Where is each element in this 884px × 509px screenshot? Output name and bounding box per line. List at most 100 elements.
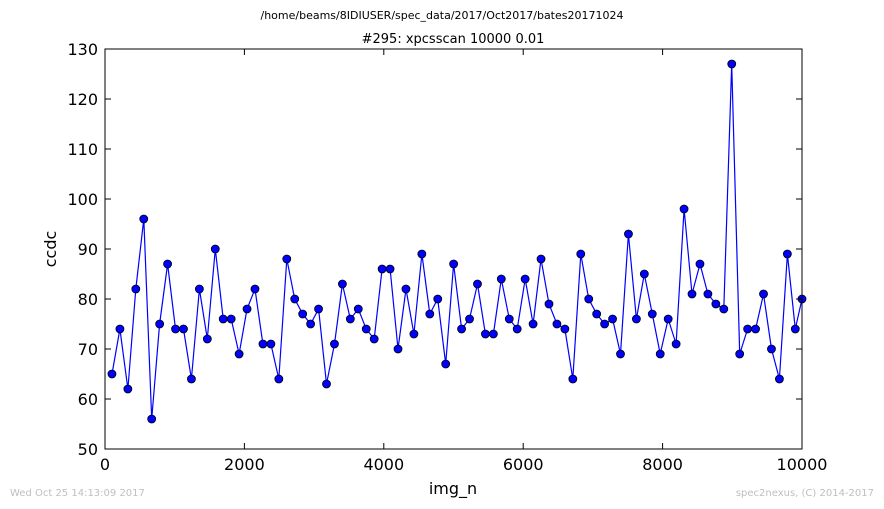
data-point (568, 374, 578, 384)
data-point (194, 284, 204, 294)
data-point (767, 344, 776, 354)
data-point (679, 204, 689, 214)
x-axis-label: img_n (429, 479, 477, 499)
data-point (417, 249, 427, 259)
data-point (226, 314, 236, 324)
data-point (647, 309, 657, 319)
data-point (131, 284, 141, 294)
data-point (179, 324, 188, 334)
data-point (655, 349, 665, 359)
y-tick-label: 110 (67, 140, 98, 159)
data-point (210, 244, 220, 254)
axes-frame (104, 48, 803, 450)
data-point (171, 324, 180, 334)
data-point (290, 294, 300, 304)
data-point (504, 314, 514, 324)
data-point (743, 324, 753, 334)
data-point (337, 279, 347, 289)
data-point (155, 319, 165, 329)
timestamp-footer: Wed Oct 25 14:13:09 2017 (10, 488, 145, 499)
data-point (258, 339, 268, 349)
data-point (218, 314, 228, 324)
data-point (361, 324, 371, 334)
data-point (314, 304, 323, 314)
data-point (528, 319, 538, 329)
data-point (242, 304, 252, 314)
data-point (536, 254, 546, 264)
data-point (330, 339, 339, 349)
data-point (345, 314, 355, 324)
data-point (711, 299, 721, 309)
data-point (544, 299, 554, 309)
y-tick-label: 90 (78, 240, 98, 259)
data-point (727, 59, 737, 69)
data-point (187, 374, 196, 384)
y-axis: 50 60 70 80 90 100 110 120 130 (67, 40, 802, 459)
data-point (441, 359, 451, 369)
data-point (457, 324, 466, 334)
data-point (512, 324, 522, 334)
y-tick-label: 60 (78, 390, 98, 409)
data-point (616, 349, 625, 359)
data-point (274, 374, 284, 384)
x-tick-label: 4000 (363, 455, 404, 474)
data-point (266, 339, 276, 349)
data-point (608, 314, 617, 324)
data-point (123, 384, 133, 394)
copyright-footer: spec2nexus, (C) 2014-2017 (735, 488, 874, 499)
data-point (782, 249, 792, 259)
data-point (592, 309, 602, 319)
data-point (759, 289, 768, 299)
data-point (488, 329, 498, 339)
y-axis-label: ccdc (41, 231, 60, 268)
data-point (163, 259, 172, 269)
y-tick-label: 130 (67, 40, 98, 59)
data-point (687, 289, 697, 299)
data-point (719, 304, 729, 314)
data-point (496, 274, 506, 284)
data-point (552, 319, 562, 329)
data-point (234, 349, 244, 359)
x-tick-label: 10000 (777, 455, 828, 474)
data-point (433, 294, 443, 304)
data-point (298, 309, 308, 319)
data-point (790, 324, 800, 334)
data-point (735, 349, 745, 359)
y-tick-label: 100 (67, 190, 98, 209)
data-point (353, 304, 363, 314)
data-point (560, 324, 570, 334)
data-point (631, 314, 641, 324)
plot-area (107, 59, 807, 424)
data-point (115, 324, 125, 334)
data-point (695, 259, 705, 269)
data-point (322, 379, 331, 389)
data-point (671, 339, 681, 349)
data-point (639, 269, 649, 279)
data-point (663, 314, 673, 324)
data-point (449, 259, 459, 269)
file-path-title: /home/beams/8IDIUSER/spec_data/2017/Oct2… (260, 9, 624, 22)
data-point (139, 214, 149, 224)
series-line (111, 63, 803, 420)
data-point (584, 294, 594, 304)
x-tick-label: 8000 (642, 455, 683, 474)
data-point (107, 369, 117, 379)
chart-title: #295: xpcsscan 10000 0.01 (362, 32, 545, 47)
data-point (377, 264, 387, 274)
data-point (393, 344, 403, 354)
data-point (425, 309, 435, 319)
y-tick-label: 80 (78, 290, 98, 309)
x-tick-label: 0 (100, 455, 110, 474)
data-point (624, 229, 633, 239)
data-point (147, 414, 157, 424)
data-point (576, 249, 586, 259)
data-point (306, 319, 316, 329)
data-point (775, 374, 784, 384)
data-point (409, 329, 419, 339)
y-tick-label: 70 (78, 340, 98, 359)
data-point (401, 284, 411, 294)
data-point (385, 264, 395, 274)
data-point (202, 334, 212, 344)
x-axis: 0 2000 4000 6000 8000 10000 (100, 49, 828, 474)
